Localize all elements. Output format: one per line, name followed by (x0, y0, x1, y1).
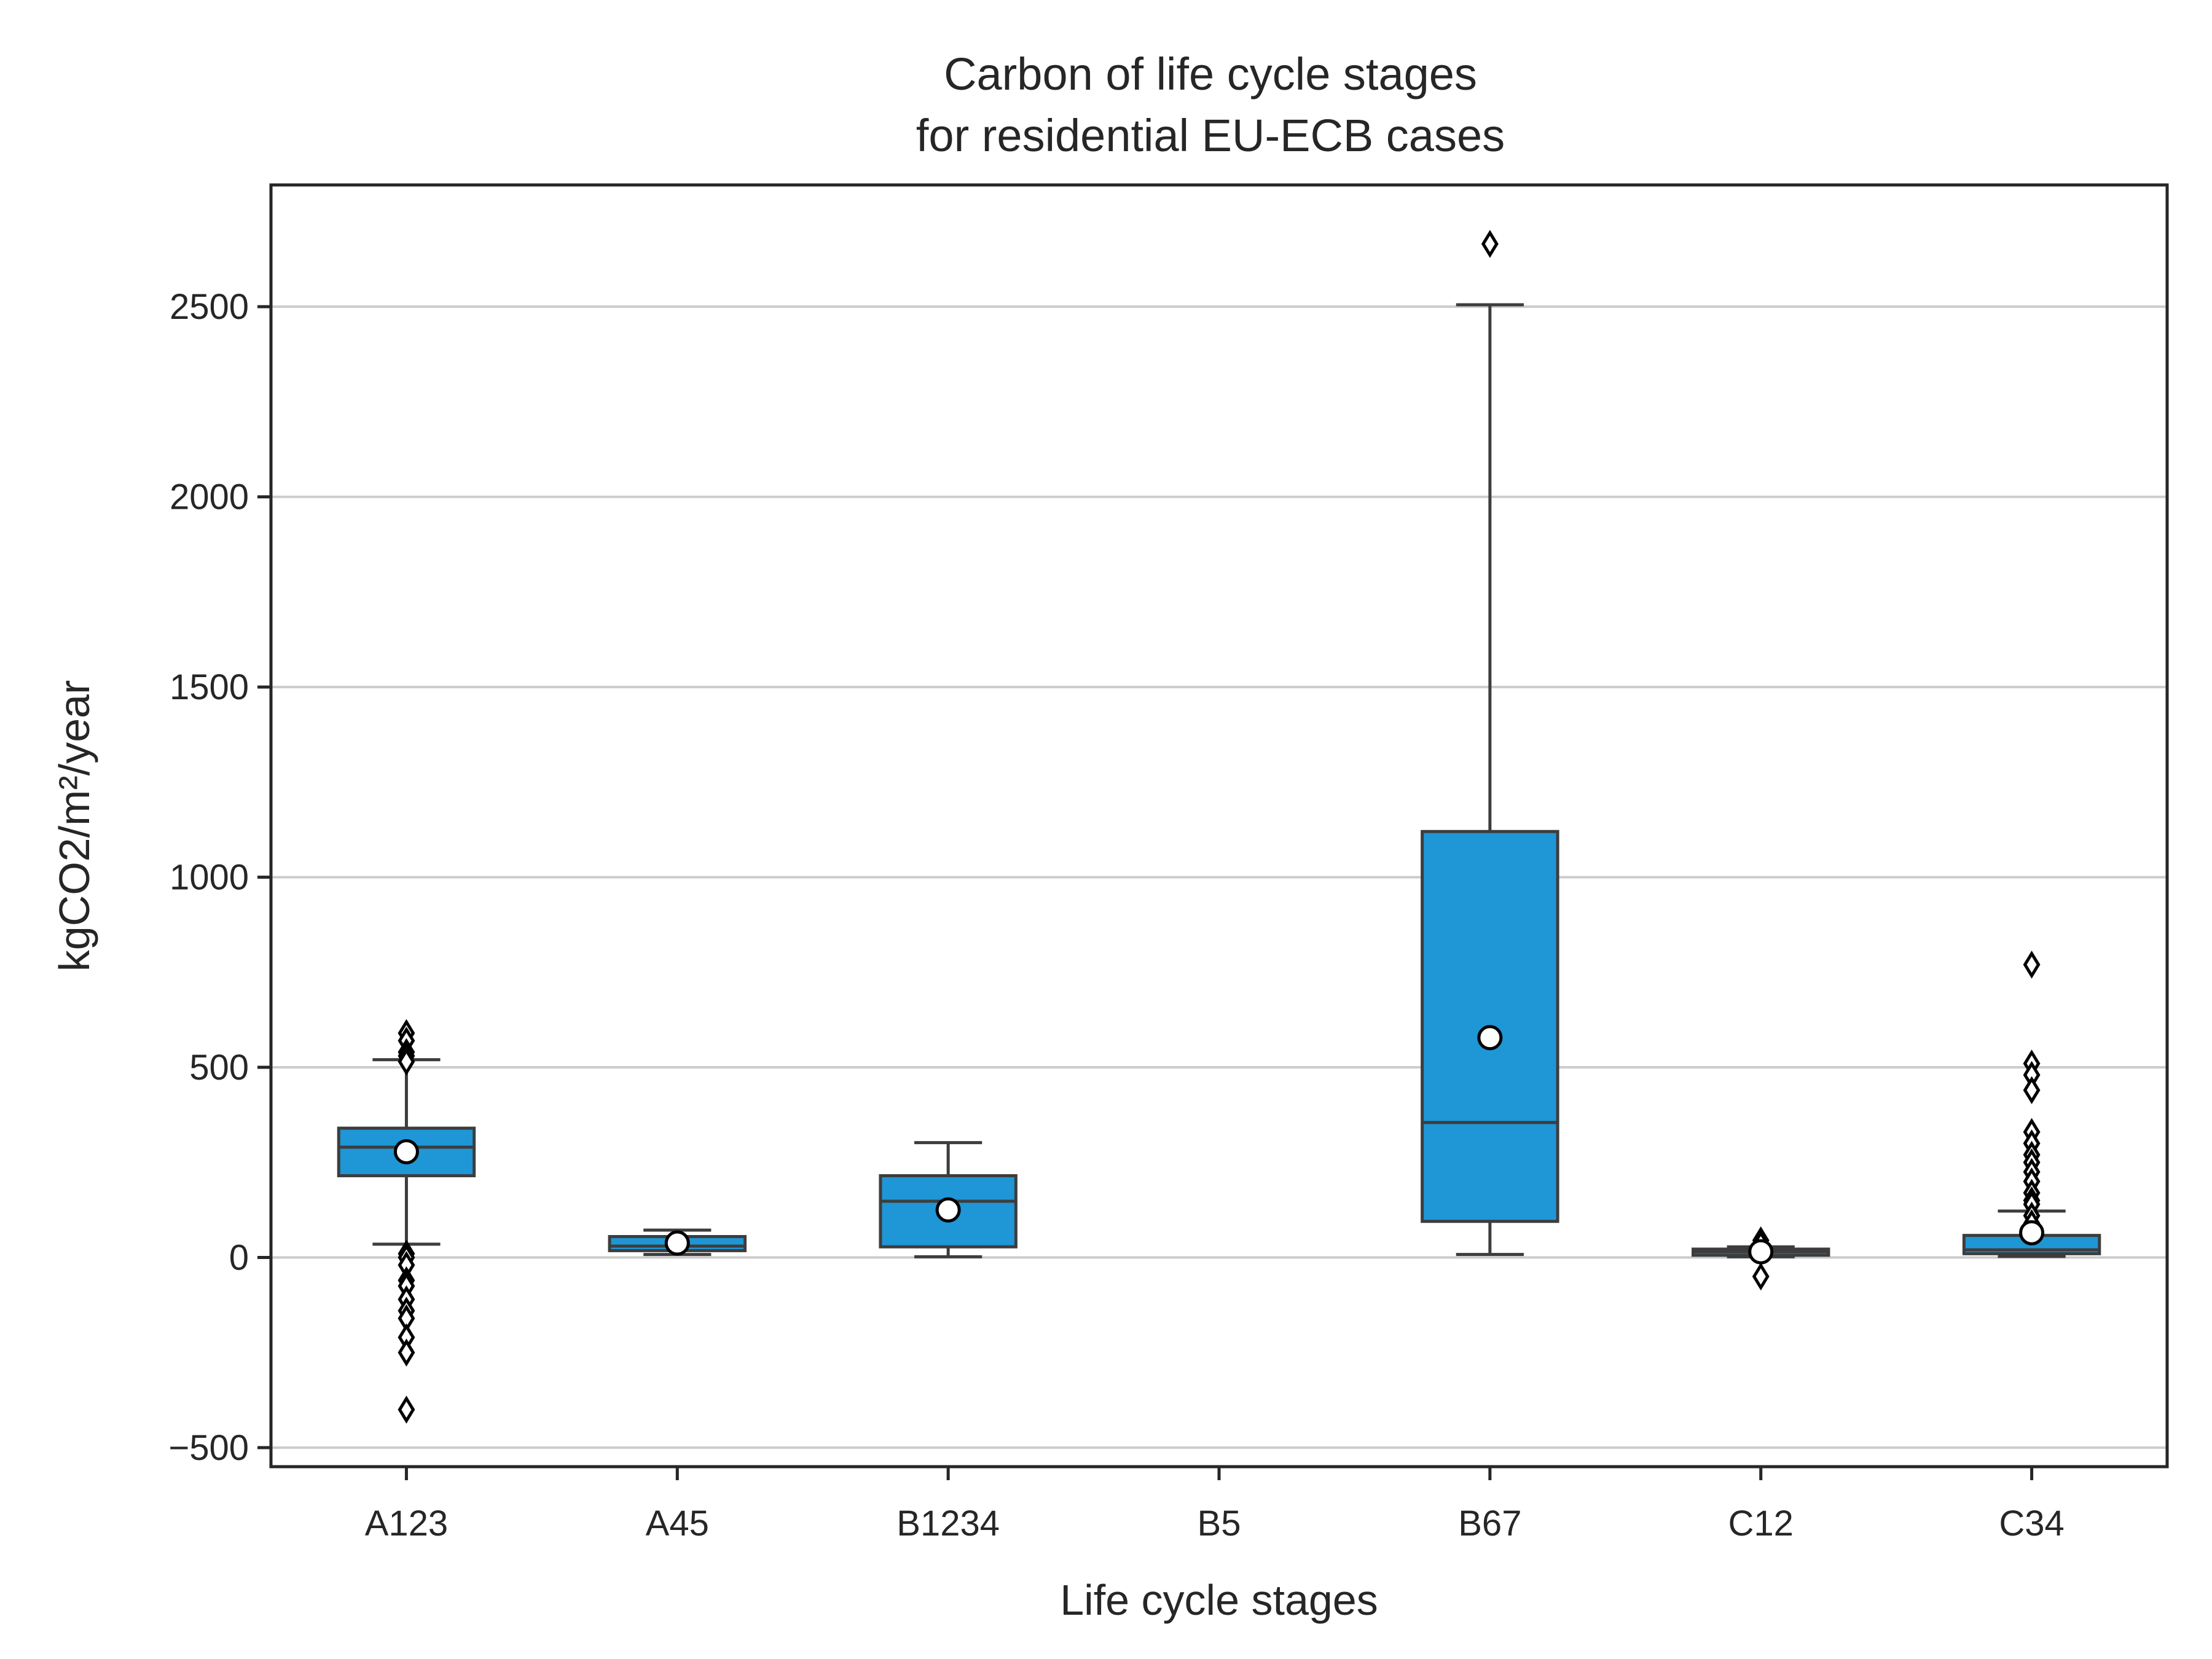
box-C12 (1692, 1226, 1830, 1291)
mean-marker (2019, 1220, 2045, 1245)
y-tick-label: 2000 (170, 477, 249, 517)
chart-title-line-1: Carbon of life cycle stages (944, 49, 1477, 100)
outlier-marker (2023, 951, 2041, 979)
y-tick-label: −500 (168, 1428, 249, 1468)
box-B67 (1421, 230, 1559, 1257)
mean-marker (664, 1230, 690, 1256)
box-C34 (1962, 951, 2101, 1258)
mean-marker (1748, 1239, 1774, 1265)
y-tick-label: 1000 (170, 858, 249, 898)
mean-marker (935, 1197, 961, 1223)
x-tick-label: B1234 (896, 1504, 1000, 1543)
x-tick-label: C12 (1728, 1504, 1794, 1543)
x-tick-label: A45 (646, 1504, 709, 1543)
x-tick-label: A123 (365, 1504, 448, 1543)
y-tick-label: 0 (229, 1238, 249, 1278)
box-series (337, 230, 2101, 1424)
outlier-marker (2023, 1076, 2041, 1104)
x-tick-label: B5 (1198, 1504, 1241, 1543)
x-tick-label: B67 (1458, 1504, 1521, 1543)
outlier-marker (398, 1338, 415, 1367)
mean-marker (1477, 1025, 1503, 1051)
outlier-marker (1481, 230, 1499, 258)
y-axis-label: kgCO2/m²/year (50, 680, 98, 972)
outlier-marker (398, 1047, 415, 1076)
chart-title-line-2: for residential EU-ECB cases (916, 110, 1505, 161)
x-axis-label: Life cycle stages (1060, 1576, 1378, 1624)
mean-marker (393, 1139, 419, 1164)
y-tick-label: 2500 (170, 287, 249, 327)
box-A123 (337, 1019, 476, 1424)
x-axis-ticks: A123 A45 B1234 B5 B67 C12 C34 (365, 1467, 2065, 1543)
x-tick-label: C34 (1999, 1504, 2064, 1543)
outlier-marker (398, 1395, 415, 1424)
y-axis-ticks: −500 0 500 1000 1500 2000 2500 (168, 287, 271, 1468)
outlier-marker (1752, 1262, 1770, 1291)
box-B1234 (879, 1141, 1018, 1258)
plot-frame (269, 183, 2169, 1469)
box-A45 (608, 1228, 747, 1257)
gridlines (271, 305, 2167, 1449)
y-tick-label: 1500 (170, 667, 249, 707)
y-tick-label: 500 (189, 1048, 249, 1088)
